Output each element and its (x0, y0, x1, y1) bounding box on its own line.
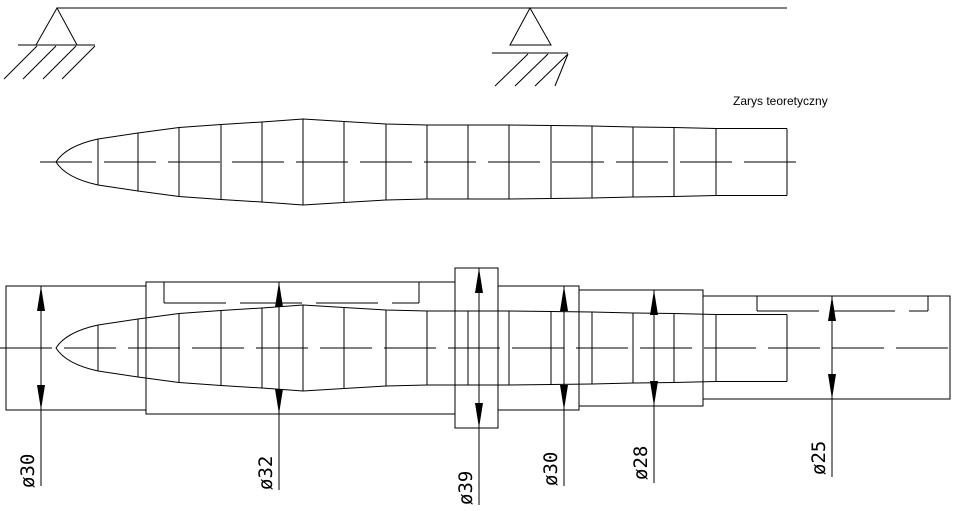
dimension-label-1: ø30 (17, 454, 39, 488)
profile-upper-edge (97, 304, 787, 326)
profile-lower-edge (97, 370, 787, 392)
dimension-arrow-down (560, 385, 568, 410)
profile-nose (55, 138, 99, 186)
dimension-arrow-down (275, 389, 283, 414)
ground-hatch (494, 53, 529, 87)
profile-upper-edge (97, 118, 787, 140)
dimension-arrow-down (475, 403, 483, 428)
ground-hatch (534, 53, 569, 87)
profile-nose (55, 324, 99, 372)
dimension-label-6: ø25 (808, 441, 830, 475)
ground-hatch (514, 53, 549, 87)
dimension-arrow-down (828, 374, 836, 399)
ground-hatch (3, 45, 38, 80)
profile-lower-edge (97, 184, 787, 206)
stepped-shaft (0, 267, 951, 505)
ground-hatch (61, 45, 96, 80)
dimension-label-3: ø39 (455, 471, 477, 505)
ground-hatch (22, 45, 57, 80)
dimension-labels: ø30 ø32 ø39 ø30 ø28 ø25 (17, 441, 830, 505)
theoretical-outline (40, 118, 805, 206)
dimension-arrow-up (475, 268, 483, 293)
dimension-arrow-up (650, 290, 658, 315)
shaft-section (702, 295, 951, 400)
fixed-support-triangle (35, 6, 78, 46)
dimension-arrow-down (37, 385, 45, 410)
dimension-arrow-up (560, 286, 568, 311)
dimension-arrow-up (37, 286, 45, 311)
dimension-arrow-up (828, 296, 836, 321)
dimension-label-5: ø28 (630, 446, 652, 480)
roller-support-triangle (509, 6, 552, 46)
ground-hatch (42, 45, 77, 80)
outline-label: Zarys teoretyczny (733, 94, 828, 108)
dimension-label-2: ø32 (255, 456, 277, 490)
dimension-arrow-down (650, 381, 658, 406)
ground-hatch (554, 53, 569, 87)
dimension-arrow-up (275, 282, 283, 307)
beam-scheme (3, 6, 787, 87)
dimension-label-4: ø30 (540, 452, 562, 486)
